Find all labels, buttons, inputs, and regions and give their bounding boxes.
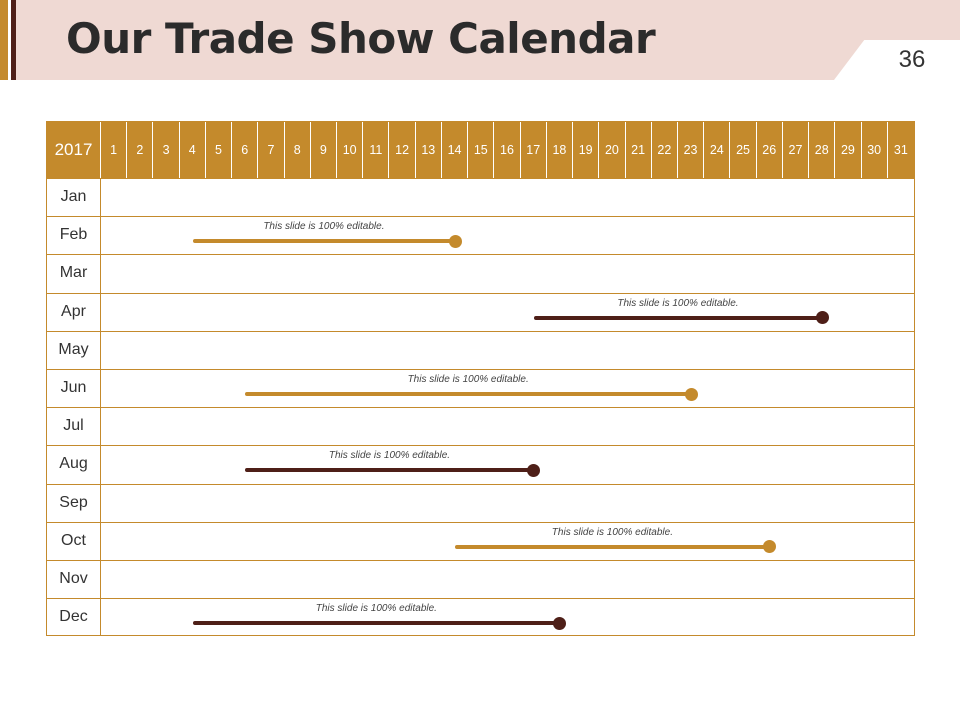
calendar-header-row: 2017 1 2 3 4 5 6 7 8 9 10 11 12 13 14 15 16 17 18 19 20 21 22… [47, 122, 914, 178]
month-label: Feb [47, 217, 101, 255]
month-label: May [47, 331, 101, 369]
day-header-28: 28 [809, 122, 836, 178]
event-end-marker [815, 311, 829, 325]
day-header-13: 13 [416, 122, 442, 178]
day-header-25: 25 [730, 122, 757, 178]
month-row-jan: Jan [47, 178, 914, 217]
month-row-apr: Apr [47, 292, 914, 331]
day-header-7: 7 [258, 122, 285, 178]
event-bar-feb [192, 239, 456, 244]
month-row-jul: Jul [47, 407, 914, 446]
page-title: Our Trade Show Calendar [66, 14, 656, 63]
month-row-aug: Aug [47, 445, 914, 484]
event-caption: This slide is 100% editable. [617, 297, 739, 309]
day-header-11: 11 [363, 122, 390, 178]
day-header-24: 24 [704, 122, 731, 178]
month-label: Dec [47, 599, 101, 637]
day-header-3: 3 [153, 122, 180, 178]
day-header-8: 8 [285, 122, 311, 178]
month-label: Oct [47, 522, 101, 560]
title-banner [16, 0, 960, 80]
day-header-1: 1 [101, 122, 128, 178]
event-caption: This slide is 100% editable. [328, 450, 451, 462]
day-header-26: 26 [757, 122, 783, 178]
day-header-6: 6 [232, 122, 259, 178]
event-end-marker [527, 463, 541, 477]
month-label: Mar [47, 255, 101, 293]
event-bar-jun [245, 392, 692, 396]
event-end-marker [763, 540, 777, 554]
event-bar-dec [192, 621, 560, 626]
day-header-20: 20 [599, 122, 626, 178]
day-header-10: 10 [337, 122, 364, 178]
day-header-23: 23 [678, 122, 705, 178]
event-bar-apr [533, 315, 823, 320]
event-caption: This slide is 100% editable. [315, 603, 437, 615]
event-bar-oct [455, 544, 770, 549]
day-header-14: 14 [442, 122, 469, 178]
day-header-29: 29 [835, 122, 862, 178]
day-header-31: 31 [893, 143, 908, 157]
day-header-15: 15 [468, 122, 495, 178]
trade-show-calendar: 2017 1 2 3 4 5 6 7 8 9 10 11 12 13 14 15 16 17 18 19 20 21 22… [46, 121, 915, 637]
month-row-feb: Feb [47, 216, 914, 255]
month-row-dec: Dec [47, 598, 914, 637]
day-header-19: 19 [573, 122, 600, 178]
event-end-marker [553, 616, 567, 630]
month-label: Nov [47, 561, 101, 599]
day-header-4: 4 [180, 122, 206, 178]
event-caption: This slide is 100% editable. [263, 221, 385, 233]
month-label: Sep [47, 484, 101, 522]
day-header-18: 18 [547, 122, 574, 178]
event-caption: This slide is 100% editable. [407, 374, 529, 385]
day-header-9: 9 [311, 122, 338, 178]
day-header-2: 2 [127, 122, 154, 178]
day-header-22: 22 [652, 122, 678, 178]
month-row-jun: Jun [47, 369, 914, 408]
month-label: Jun [47, 370, 101, 408]
month-label: Aug [47, 446, 101, 484]
month-row-mar: Mar [47, 254, 914, 293]
month-label: Apr [47, 293, 101, 331]
day-header-27: 27 [783, 122, 810, 178]
year-cell: 2017 [47, 122, 101, 178]
event-caption: This slide is 100% editable. [551, 526, 673, 538]
month-row-nov: Nov [47, 560, 914, 599]
event-bar-aug [245, 468, 534, 473]
event-end-marker [448, 234, 462, 248]
day-header-21: 21 [626, 122, 652, 178]
month-label: Jan [47, 179, 101, 217]
month-row-may: May [47, 330, 914, 369]
accent-bar-gold [0, 0, 8, 80]
day-header-12: 12 [389, 122, 416, 178]
month-row-sep: Sep [47, 483, 914, 522]
day-header-17: 17 [521, 122, 547, 178]
day-header-30: 30 [862, 122, 888, 178]
page-number: 36 [898, 46, 926, 73]
day-header-5: 5 [206, 122, 233, 178]
month-label: Jul [47, 408, 101, 446]
month-row-oct: Oct [47, 521, 914, 560]
accent-bar-dark [11, 0, 16, 80]
event-end-marker [684, 387, 698, 401]
day-header-16: 16 [494, 122, 521, 178]
